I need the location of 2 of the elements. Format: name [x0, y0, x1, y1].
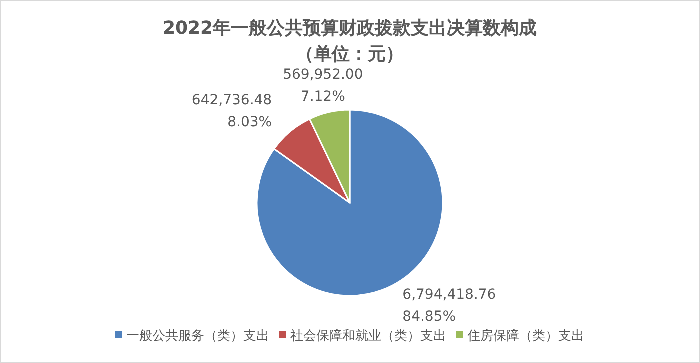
- chart-title: 2022年一般公共预算财政拨款支出决算数构成: [162, 18, 538, 39]
- chart-subtitle: （单位：元）: [296, 44, 404, 65]
